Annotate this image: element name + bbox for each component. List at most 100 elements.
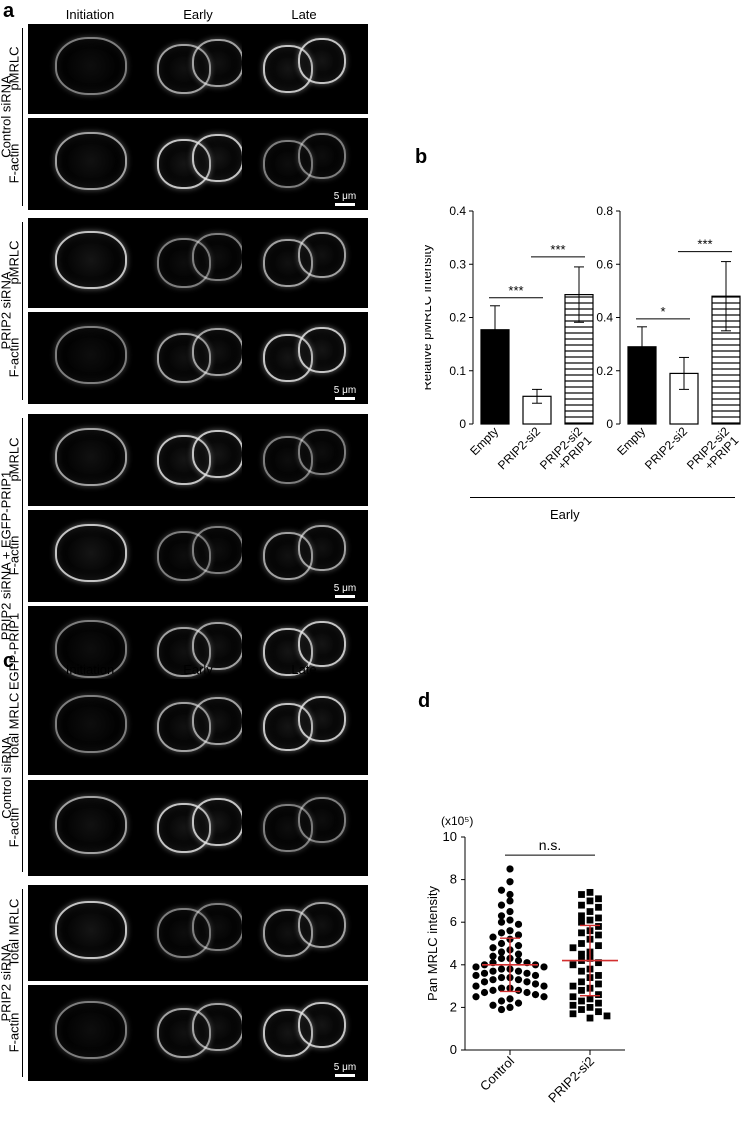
chart-pan-mrlc-intensity: 0 2 4 6 8 10(x10⁵) Pan MRLC intensity Control PR…	[425, 814, 625, 1106]
micrograph-prip2-factin-2: 5 μm	[242, 985, 368, 1081]
significance-label: ***	[508, 283, 523, 298]
cell-outline	[55, 695, 127, 753]
cell-outline	[298, 327, 346, 373]
y-tick-label: 4	[450, 957, 457, 972]
y-tick-label: 0	[450, 1042, 457, 1057]
data-point	[595, 980, 602, 988]
data-point	[497, 918, 506, 926]
data-point	[531, 980, 540, 988]
data-point	[595, 999, 602, 1007]
data-point	[595, 991, 602, 999]
cell-outline	[298, 133, 346, 179]
column-title-1: Early	[183, 7, 213, 22]
data-point	[531, 971, 540, 980]
cell-outline	[298, 429, 346, 475]
x-tick-label: PRIP2-si2+PRIP1	[537, 424, 595, 482]
cell-outline	[298, 621, 346, 667]
cell-outline	[192, 798, 244, 846]
micrograph-ctrl-factin-0	[28, 780, 154, 876]
micrograph-prip2-total-0	[28, 885, 154, 981]
cell-outline	[192, 430, 244, 478]
data-point	[489, 1001, 497, 1009]
data-point	[540, 982, 548, 990]
cell-outline	[298, 525, 346, 571]
data-point	[497, 954, 506, 963]
data-point	[531, 991, 540, 999]
cell-outline	[192, 622, 244, 670]
cell-outline	[298, 232, 346, 278]
x-tick-label: PRIP2-si2	[642, 424, 690, 472]
data-point	[489, 986, 497, 994]
micrograph-ctrl-pmrlc-2	[242, 24, 368, 114]
data-point	[514, 950, 523, 958]
data-point	[514, 967, 523, 975]
data-point	[578, 978, 585, 986]
column-title-0: Initiation	[65, 662, 115, 677]
data-point	[514, 956, 523, 965]
data-point	[586, 888, 594, 896]
y-unit-label: (x10⁵)	[441, 814, 473, 828]
data-point	[480, 988, 489, 997]
micrograph-ctrl-factin-0	[28, 118, 154, 210]
micrograph-ctrl-pmrlc-0	[28, 24, 154, 114]
micrograph-prip2-factin-0	[28, 312, 154, 404]
scale-bar-line	[335, 203, 355, 206]
group-label-0: Control siRNA	[0, 735, 14, 819]
panel-label-c: c	[3, 650, 15, 672]
group-bracket-1	[22, 889, 23, 1077]
data-point	[497, 1005, 506, 1014]
data-point	[514, 920, 523, 928]
data-point	[506, 907, 514, 916]
data-point	[472, 993, 480, 1001]
cell-outline	[55, 796, 127, 854]
scale-bar-line	[335, 397, 355, 400]
data-point	[569, 993, 577, 1001]
data-point	[586, 1014, 594, 1022]
cell-outline	[192, 903, 244, 951]
micrograph-prip2-factin-1	[136, 312, 262, 404]
data-point	[578, 997, 585, 1005]
data-point	[497, 984, 506, 992]
data-point	[578, 912, 585, 920]
micrograph-rescue-factin-0	[28, 510, 154, 602]
data-point	[480, 969, 489, 977]
micrograph-ctrl-factin-1	[136, 780, 262, 876]
scale-bar: 5 μm	[328, 1062, 362, 1077]
data-point	[578, 950, 585, 958]
micrograph-prip2-total-1	[136, 885, 262, 981]
y-axis-label: Pan MRLC intensity	[425, 886, 440, 1001]
data-point	[595, 959, 602, 967]
data-point	[595, 972, 602, 979]
x-tick-label: Empty	[467, 424, 501, 458]
group-label-0: Control siRNA	[0, 75, 14, 158]
data-point	[595, 1008, 602, 1016]
x-tick-label: Control	[477, 1053, 517, 1093]
cell-outline	[55, 524, 127, 582]
data-point	[595, 923, 602, 930]
cell-outline	[192, 1003, 244, 1051]
data-point	[569, 1010, 577, 1018]
data-point	[523, 988, 531, 997]
scale-bar: 5 μm	[328, 583, 362, 598]
data-point	[506, 897, 514, 905]
data-point	[506, 1003, 514, 1011]
data-point	[497, 948, 506, 956]
y-tick-label: 0.4	[449, 204, 466, 218]
data-point	[603, 1012, 611, 1020]
cell-outline	[55, 37, 127, 95]
group-bracket-1	[22, 222, 23, 400]
scale-bar-line	[335, 595, 355, 598]
micrograph-ctrl-total-1	[136, 679, 262, 775]
panel-label-b: b	[415, 146, 428, 168]
micrograph-prip2-factin-2: 5 μm	[242, 312, 368, 404]
significance-label: ***	[550, 242, 565, 257]
early-caption: Early	[550, 507, 580, 522]
data-point	[540, 993, 548, 1001]
cell-outline	[192, 697, 244, 745]
cell-outline	[55, 326, 127, 384]
cell-outline	[192, 526, 244, 574]
data-point	[514, 931, 523, 939]
data-point	[578, 940, 585, 947]
y-tick-label: 0	[606, 417, 613, 431]
y-tick-label: 0	[459, 417, 466, 431]
